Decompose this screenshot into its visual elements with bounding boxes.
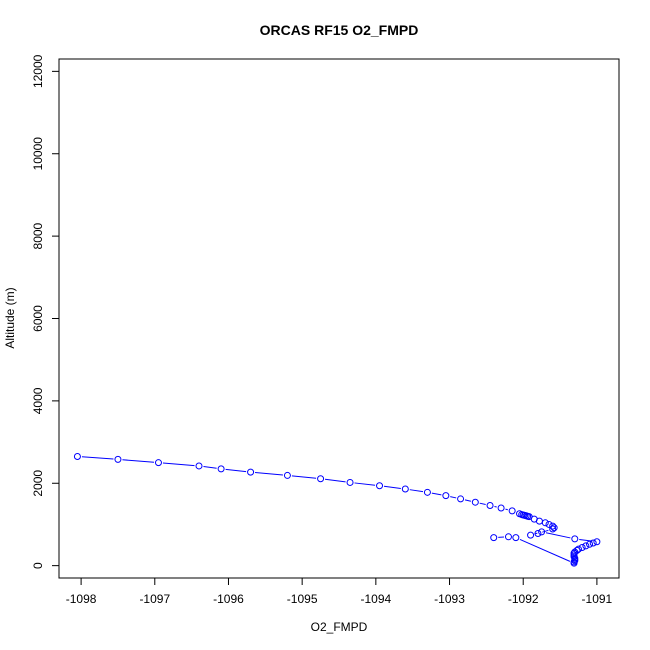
- series-segment: [354, 482, 376, 486]
- data-point: [73, 452, 81, 460]
- x-tick-label: -1094: [360, 592, 391, 606]
- series-points: [73, 452, 601, 567]
- data-point: [549, 525, 557, 533]
- series-line: [81, 456, 593, 562]
- y-tick-label: 6000: [31, 305, 45, 332]
- series-segment: [203, 466, 217, 469]
- x-tick-label: -1095: [287, 592, 318, 606]
- data-point: [538, 528, 546, 536]
- series-segment: [545, 532, 571, 539]
- data-point: [582, 542, 590, 550]
- data-point: [512, 534, 520, 542]
- data-point: [154, 459, 162, 467]
- y-tick-label: 2000: [31, 470, 45, 497]
- data-point: [571, 535, 579, 543]
- y-axis-label: Altitude (m): [3, 287, 17, 348]
- data-point: [593, 538, 601, 546]
- x-tick-label: -1093: [434, 592, 465, 606]
- data-point: [586, 540, 594, 548]
- y-tick-label: 10000: [31, 137, 45, 171]
- plot-frame: [58, 58, 620, 579]
- series-segment: [291, 475, 317, 479]
- data-point: [550, 524, 558, 532]
- chart-title: ORCAS RF15 O2_FMPD: [260, 22, 419, 38]
- data-point: [578, 544, 586, 552]
- data-point: [195, 462, 203, 470]
- data-point: [504, 533, 512, 541]
- data-point: [545, 520, 553, 528]
- data-point: [283, 471, 291, 479]
- series-segment: [519, 538, 571, 562]
- y-tick-label: 12000: [31, 54, 45, 88]
- series-segment: [255, 472, 283, 476]
- y-axis: 0 2000 4000 6000 8000 10000 12000: [31, 54, 60, 569]
- series-segment: [324, 478, 346, 483]
- data-point: [114, 455, 122, 463]
- y-tick-label: 4000: [31, 387, 45, 414]
- data-point: [317, 475, 325, 483]
- y-tick-label: 8000: [31, 222, 45, 249]
- x-axis-label: O2_FMPD: [311, 620, 368, 634]
- data-point: [589, 539, 597, 547]
- series-segment: [542, 529, 549, 533]
- series-segment: [383, 485, 401, 489]
- series-segment: [479, 502, 486, 506]
- series-segment: [122, 459, 155, 463]
- data-point: [217, 465, 225, 473]
- data-point: [423, 488, 431, 496]
- data-point: [497, 504, 505, 512]
- data-point: [535, 517, 543, 525]
- series-segment: [450, 496, 457, 499]
- data-point: [486, 502, 494, 510]
- data-point: [527, 531, 535, 539]
- data-point: [570, 559, 578, 567]
- data-point: [549, 522, 557, 530]
- x-tick-label: -1091: [582, 592, 613, 606]
- data-point: [401, 485, 409, 493]
- data-point: [442, 492, 450, 500]
- series-segment: [505, 508, 508, 511]
- series-segment: [162, 462, 195, 467]
- series-segment: [409, 489, 424, 493]
- data-point: [541, 519, 549, 527]
- data-point: [376, 482, 384, 490]
- x-tick-label: -1092: [508, 592, 539, 606]
- data-point: [457, 495, 465, 503]
- series-segment: [464, 499, 472, 502]
- series-segment: [225, 468, 247, 473]
- x-axis: -1098 -1097 -1096 -1095 -1094 -1093 -1092 -1091: [66, 577, 613, 606]
- data-point: [346, 478, 354, 486]
- data-point: [534, 530, 542, 538]
- x-tick-label: -1098: [66, 592, 97, 606]
- x-tick-label: -1096: [213, 592, 244, 606]
- x-tick-label: -1097: [139, 592, 170, 606]
- data-point: [471, 498, 479, 506]
- series-segment: [81, 456, 114, 460]
- y-tick-label: 0: [31, 562, 45, 569]
- series-segment: [431, 492, 442, 496]
- data-point: [508, 507, 516, 515]
- data-point: [490, 534, 498, 542]
- data-point: [247, 468, 255, 476]
- series-segment: [494, 505, 497, 508]
